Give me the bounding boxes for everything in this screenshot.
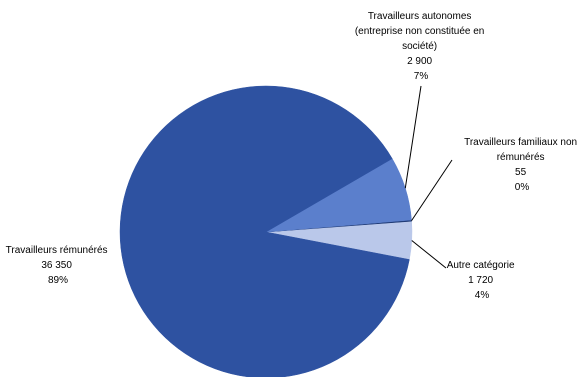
label-autre-percent: 4% bbox=[475, 290, 490, 301]
slice-remuneres bbox=[119, 85, 410, 377]
label-remuneres-name: Travailleurs rémunérés bbox=[6, 245, 108, 256]
label-familiaux-name-2: rémunérés bbox=[497, 152, 545, 163]
label-autonomes-percent: 7% bbox=[414, 71, 429, 82]
label-familiaux-value: 55 bbox=[515, 167, 527, 178]
label-autonomes: Travailleurs autonomes (entreprise non c… bbox=[355, 11, 487, 82]
label-familiaux: Travailleurs familiaux non rémunérés 55 … bbox=[464, 137, 580, 193]
label-autonomes-name-2: (entreprise non constituée en bbox=[355, 26, 485, 37]
leader-line-autre bbox=[411, 240, 447, 269]
label-autre-name: Autre catégorie bbox=[447, 260, 515, 271]
label-autonomes-name-3: société) bbox=[402, 41, 437, 52]
label-remuneres-percent: 89% bbox=[48, 275, 68, 286]
label-remuneres-value: 36 350 bbox=[41, 260, 72, 271]
leader-line-familiaux bbox=[411, 159, 453, 221]
label-familiaux-percent: 0% bbox=[515, 182, 530, 193]
label-familiaux-name-1: Travailleurs familiaux non bbox=[464, 137, 577, 148]
label-autre: Autre catégorie 1 720 4% bbox=[447, 260, 518, 301]
label-autre-value: 1 720 bbox=[468, 275, 493, 286]
leader-lines bbox=[404, 85, 453, 269]
pie-slices bbox=[119, 85, 413, 377]
leader-line-autonomes bbox=[404, 85, 422, 189]
label-autonomes-name-1: Travailleurs autonomes bbox=[368, 11, 472, 22]
label-remuneres: Travailleurs rémunérés 36 350 89% bbox=[6, 245, 111, 286]
label-autonomes-value: 2 900 bbox=[407, 56, 432, 67]
